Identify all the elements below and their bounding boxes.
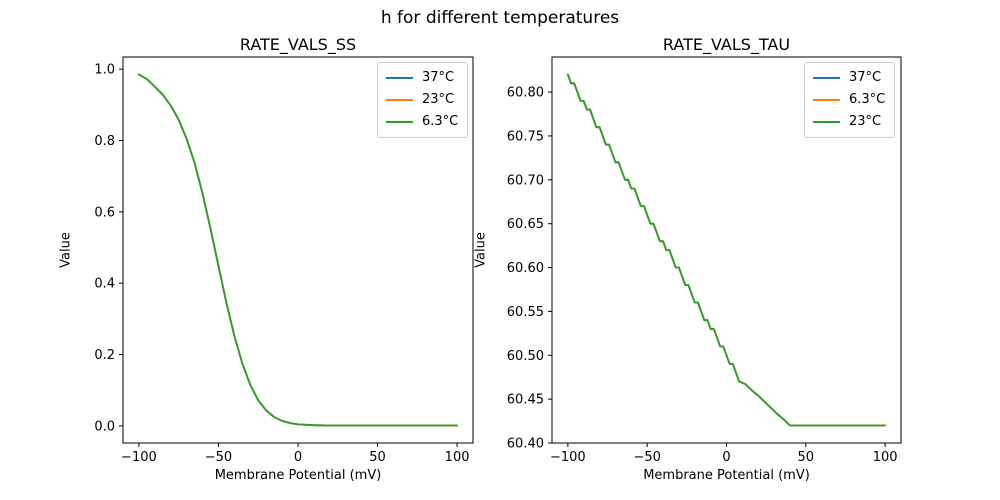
legend-label: 6.3°C [422, 114, 459, 129]
axes-spines [122, 56, 474, 444]
legend-label: 37°C [849, 70, 882, 85]
legend-label: 6.3°C [849, 92, 886, 107]
y-tick-label: 0.4 [94, 277, 115, 292]
y-tick-label: 0.8 [94, 134, 115, 149]
y-tick-label: 60.40 [507, 437, 544, 452]
y-tick-label: 0.6 [94, 205, 115, 220]
legend-item: 23°C [386, 89, 458, 111]
series-line [567, 73, 886, 427]
right-legend: 37°C 6.3°C 23°C [804, 62, 896, 138]
x-tick-label: 50 [369, 450, 386, 465]
x-tick-label: −50 [205, 450, 232, 465]
legend-label: 37°C [422, 70, 455, 85]
left-chart-title: RATE_VALS_SS [239, 35, 357, 54]
legend-line-swatch [813, 121, 840, 123]
y-tick-label: 0.2 [94, 348, 115, 363]
left-legend: 37°C 23°C 6.3°C [377, 62, 469, 138]
y-tick-label: 60.55 [507, 305, 544, 320]
y-tick-label: 60.50 [507, 349, 544, 364]
figure-suptitle: h for different temperatures [380, 8, 620, 28]
legend-line-swatch [386, 121, 413, 123]
legend-line-swatch [386, 99, 413, 101]
legend-item: 37°C [813, 67, 885, 89]
legend-label: 23°C [422, 92, 455, 107]
legend-line-swatch [386, 77, 413, 79]
y-tick-label: 60.65 [507, 217, 544, 232]
y-tick-label: 60.60 [507, 261, 544, 276]
legend-label: 23°C [849, 114, 882, 129]
y-tick-label: 1.0 [94, 63, 115, 78]
x-tick-label: 100 [445, 450, 470, 465]
legend-item: 6.3°C [386, 111, 458, 133]
legend-item: 23°C [813, 111, 885, 133]
legend-item: 37°C [386, 67, 458, 89]
y-tick-label: 60.80 [507, 86, 544, 101]
x-tick-label: 50 [798, 450, 815, 465]
y-tick-label: 0.0 [94, 419, 115, 434]
right-x-axis-label: Membrane Potential (mV) [643, 468, 810, 483]
axes-spines [551, 56, 902, 444]
y-tick-label: 60.45 [507, 393, 544, 408]
x-tick-label: −100 [121, 450, 157, 465]
y-tick-label: 60.70 [507, 173, 544, 188]
legend-item: 6.3°C [813, 89, 885, 111]
x-tick-label: −50 [633, 450, 660, 465]
right-chart-title: RATE_VALS_TAU [662, 35, 791, 54]
x-tick-label: 0 [722, 450, 730, 465]
x-tick-label: −100 [550, 450, 586, 465]
left-y-axis-label: Value [58, 232, 74, 268]
right-y-axis-label: Value [473, 232, 489, 268]
x-tick-label: 100 [873, 450, 898, 465]
legend-line-swatch [813, 99, 840, 101]
y-tick-label: 60.75 [507, 129, 544, 144]
legend-line-swatch [813, 77, 840, 79]
series-line [137, 73, 459, 427]
x-tick-label: 0 [294, 450, 302, 465]
left-x-axis-label: Membrane Potential (mV) [214, 468, 382, 483]
